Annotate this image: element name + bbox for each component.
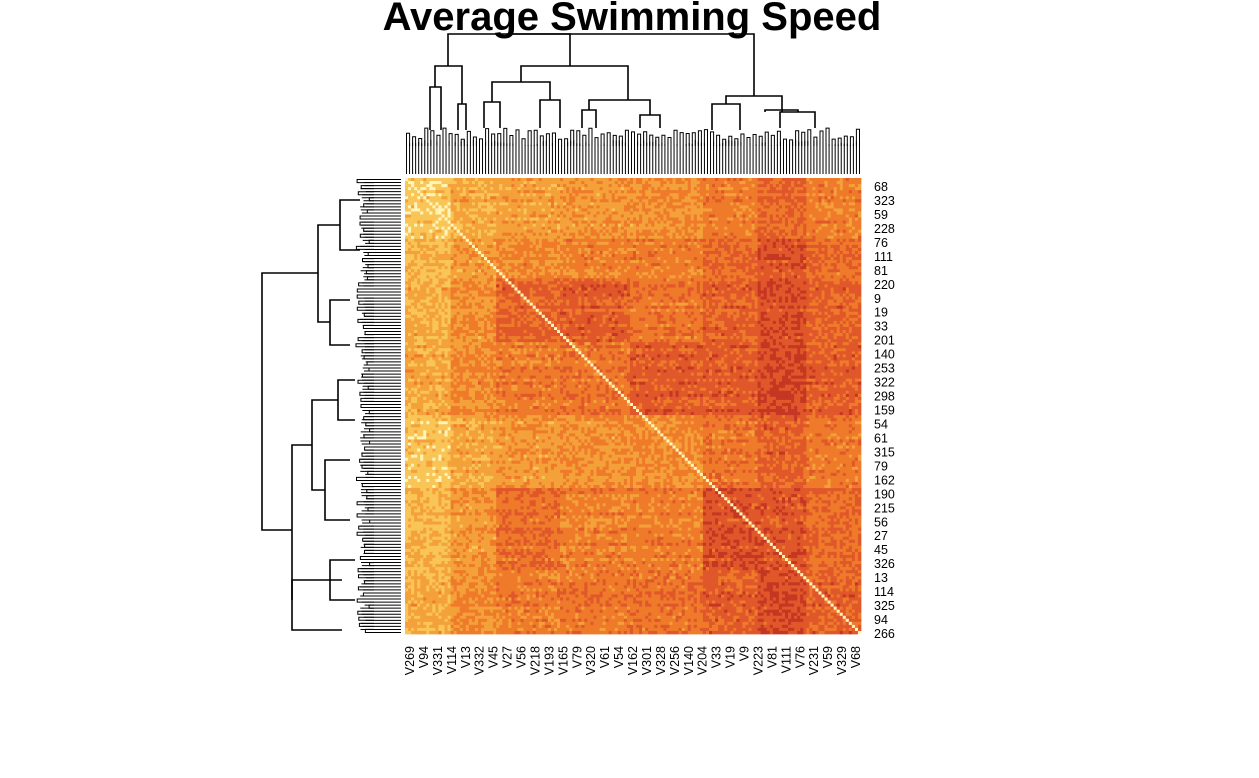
row-label: 215 xyxy=(874,501,895,515)
column-label: V193 xyxy=(542,646,556,675)
column-label: V27 xyxy=(501,646,515,668)
row-label: 114 xyxy=(874,585,894,599)
row-label: 326 xyxy=(874,557,895,571)
column-label: V33 xyxy=(710,646,724,668)
column-label: V59 xyxy=(821,646,835,668)
column-labels: V269 V94 V331 V114 V13 V332 V45 V27 V56 V218 V193 V… xyxy=(403,646,863,675)
row-label: 45 xyxy=(874,543,888,557)
column-label: V256 xyxy=(668,646,682,675)
row-label: 61 xyxy=(874,431,888,445)
column-label: V140 xyxy=(682,646,696,675)
column-label: V54 xyxy=(612,646,626,668)
column-label: V332 xyxy=(473,646,487,675)
row-label: 190 xyxy=(874,487,895,501)
row-label: 315 xyxy=(874,445,895,459)
row-label: 13 xyxy=(874,571,888,585)
row-labels: 6832359228761118122091933201140253322298… xyxy=(874,180,895,641)
row-label: 266 xyxy=(874,627,895,641)
column-label: V68 xyxy=(849,646,863,668)
row-label: 298 xyxy=(874,390,895,404)
row-label: 68 xyxy=(874,180,888,194)
row-label: 94 xyxy=(874,613,888,627)
column-label: V9 xyxy=(738,646,752,661)
column-label: V13 xyxy=(459,646,473,668)
heatmap-cells xyxy=(405,178,861,634)
column-label: V162 xyxy=(626,646,640,675)
column-label: V56 xyxy=(515,646,529,668)
row-label: 81 xyxy=(874,264,888,278)
column-label: V79 xyxy=(570,646,584,668)
row-label: 253 xyxy=(874,362,895,376)
row-label: 76 xyxy=(874,236,888,250)
column-label: V231 xyxy=(807,646,821,675)
row-label: 111 xyxy=(874,250,893,264)
row-label: 159 xyxy=(874,404,895,418)
column-label: V61 xyxy=(598,646,612,668)
column-label: V114 xyxy=(445,646,459,674)
row-label: 19 xyxy=(874,306,888,320)
column-label: V328 xyxy=(654,646,668,675)
column-label: V331 xyxy=(431,646,445,675)
row-label: 79 xyxy=(874,459,888,473)
column-label: V111 xyxy=(779,646,793,673)
column-label: V218 xyxy=(528,646,542,675)
row-label: 220 xyxy=(874,278,895,292)
chart-title: Average Swimming Speed xyxy=(383,0,882,39)
column-label: V223 xyxy=(751,646,765,675)
row-label: 323 xyxy=(874,194,895,208)
column-dendrogram xyxy=(407,34,860,174)
column-label: V204 xyxy=(696,646,710,675)
row-label: 162 xyxy=(874,473,895,487)
row-label: 56 xyxy=(874,515,888,529)
row-label: 9 xyxy=(874,292,881,306)
column-label: V94 xyxy=(417,646,431,668)
row-label: 33 xyxy=(874,320,888,334)
column-label: V301 xyxy=(640,646,654,675)
row-dendrogram xyxy=(262,180,401,633)
row-label: 201 xyxy=(874,334,895,348)
row-label: 27 xyxy=(874,529,888,543)
column-label: V269 xyxy=(403,646,417,675)
column-label: V320 xyxy=(584,646,598,675)
column-label: V165 xyxy=(556,646,570,675)
column-label: V76 xyxy=(793,646,807,668)
row-label: 322 xyxy=(874,376,895,390)
row-label: 140 xyxy=(874,348,895,362)
row-label: 228 xyxy=(874,222,895,236)
row-label: 54 xyxy=(874,418,888,432)
column-label: V45 xyxy=(487,646,501,668)
row-label: 59 xyxy=(874,208,888,222)
row-label: 325 xyxy=(874,599,895,613)
column-label: V81 xyxy=(765,646,779,668)
column-label: V19 xyxy=(724,646,738,668)
column-label: V329 xyxy=(835,646,849,675)
